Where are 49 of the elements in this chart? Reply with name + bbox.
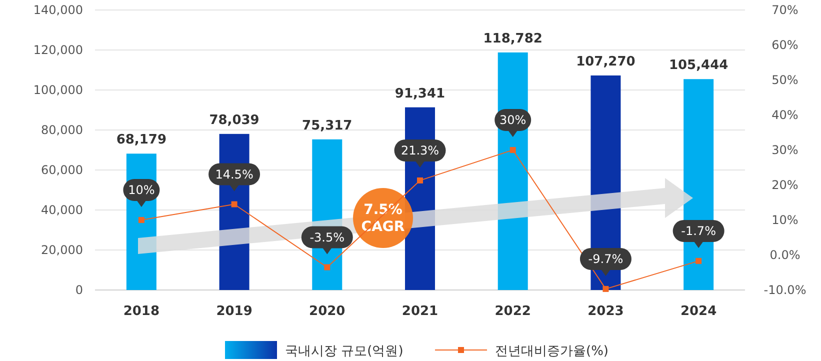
data-label: 21.3% (400, 143, 440, 158)
y2-tick-label: 70% (772, 3, 798, 17)
x-tick-label: 2019 (216, 304, 252, 319)
legend-label: 국내시장 규모(억원) (285, 344, 404, 359)
data-label: 118,782 (483, 31, 542, 46)
point (696, 258, 702, 264)
y-tick-label: 120,000 (33, 43, 83, 57)
data-label: 75,317 (302, 118, 352, 134)
point (231, 201, 238, 208)
data-label: 30% (500, 113, 526, 127)
data-label: 10% (128, 183, 155, 197)
y2-tick-label: 20% (772, 178, 798, 192)
point (602, 286, 609, 292)
data-label: 78,039 (209, 112, 260, 128)
y-tick-label: 60,000 (41, 163, 83, 177)
y-tick-label: 40,000 (41, 203, 83, 217)
x-tick-label: 2020 (309, 304, 346, 319)
annotation: 7.5% CAGR (353, 188, 413, 248)
point (510, 147, 516, 153)
data-label: 68,179 (116, 132, 167, 148)
data-label: -1.7% (681, 224, 716, 238)
y2-tick-label: 40% (772, 108, 798, 122)
y2-tick-label: 0.0% (770, 248, 800, 262)
x-tick-label: 2018 (123, 304, 160, 319)
y-tick-label: 0 (75, 283, 83, 297)
x-tick-label: 2021 (402, 304, 438, 319)
data-label: -9.7% (588, 252, 624, 266)
y2-tick-label: 30% (772, 143, 798, 157)
data-label: 14.5% (215, 167, 254, 182)
x-tick-label: 2022 (494, 304, 531, 319)
y-tick-label: 100,000 (33, 83, 83, 97)
data-label: 91,341 (394, 86, 446, 102)
y-tick-label: 80,000 (41, 123, 83, 137)
y2-tick-label: 50% (772, 73, 798, 87)
y2-tick-label: -10.0% (764, 283, 806, 297)
x-tick-label: 2024 (680, 304, 717, 319)
y-tick-label: 20,000 (41, 243, 83, 257)
data-label: 107,270 (576, 54, 636, 70)
x-tick-label: 2023 (588, 304, 624, 319)
y2-tick-label: 60% (772, 38, 798, 52)
data-label: 105,444 (668, 58, 728, 74)
data-label: -3.5% (310, 230, 345, 244)
y-tick-label: 140,000 (33, 3, 83, 17)
legend-label: 전년대비증가율(%) (495, 344, 608, 359)
point (324, 264, 330, 270)
annotation: 7.5% CAGR (361, 202, 405, 235)
y2-tick-label: 10% (772, 213, 798, 227)
point (138, 217, 144, 223)
point (417, 177, 423, 184)
